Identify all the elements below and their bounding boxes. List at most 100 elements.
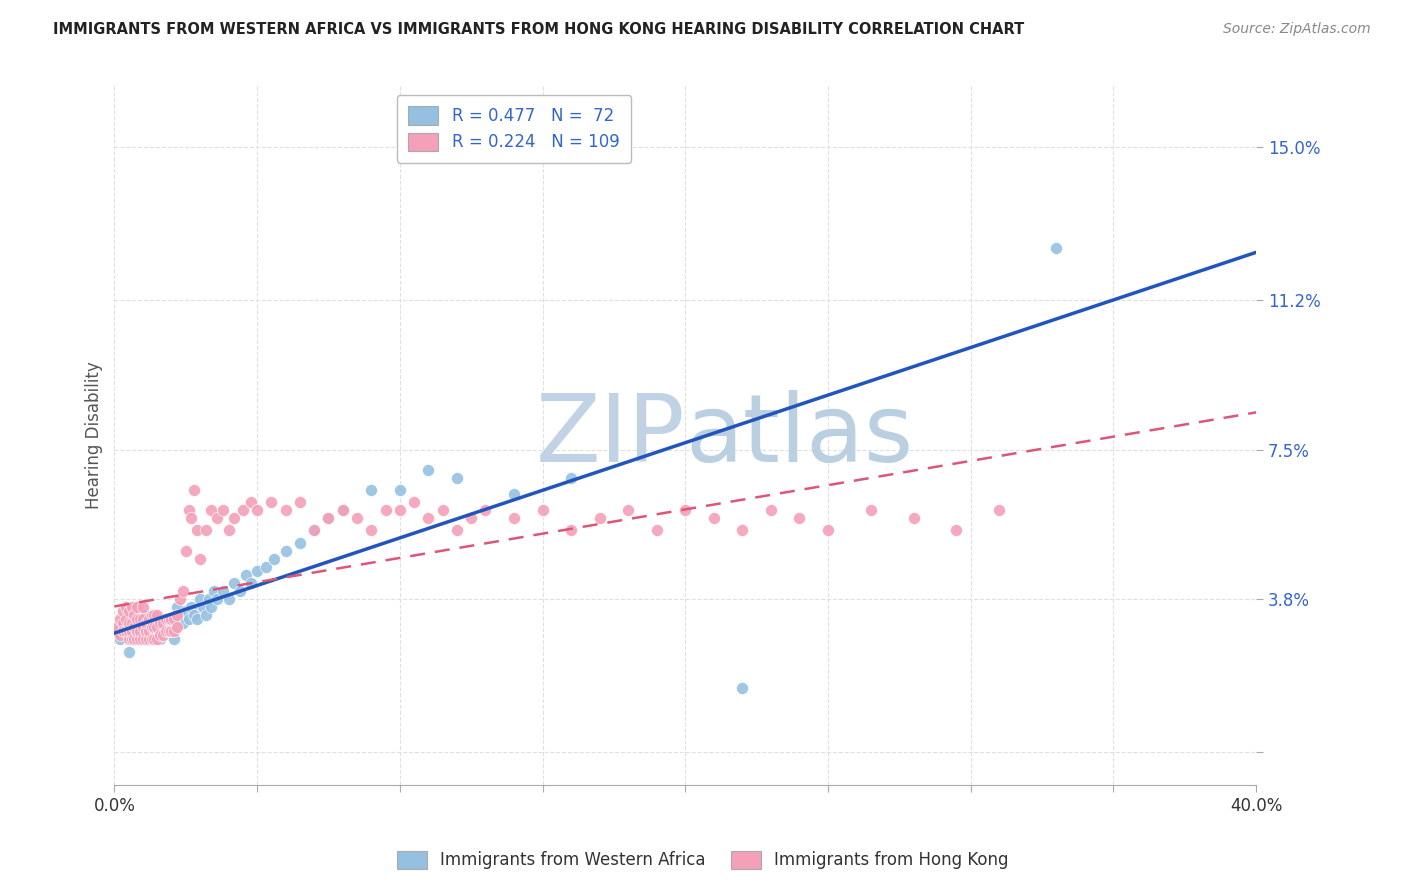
Point	[418, 511, 440, 525]
Point	[418, 463, 440, 477]
Point	[460, 511, 482, 525]
Point	[146, 628, 169, 642]
Point	[127, 612, 149, 626]
Point	[141, 608, 163, 623]
Point	[191, 600, 214, 615]
Point	[135, 616, 157, 631]
Point	[903, 511, 925, 525]
Point	[205, 511, 228, 525]
Point	[759, 503, 782, 517]
Point	[194, 524, 217, 538]
Point	[169, 592, 191, 607]
Point	[129, 632, 152, 647]
Point	[180, 511, 202, 525]
Point	[703, 511, 725, 525]
Point	[166, 612, 188, 626]
Point	[177, 503, 200, 517]
Point	[135, 620, 157, 634]
Point	[138, 612, 160, 626]
Point	[174, 604, 197, 618]
Point	[152, 628, 174, 642]
Point	[143, 632, 166, 647]
Point	[174, 543, 197, 558]
Point	[127, 612, 149, 626]
Point	[129, 632, 152, 647]
Point	[235, 567, 257, 582]
Point	[177, 612, 200, 626]
Point	[121, 608, 143, 623]
Point	[149, 620, 172, 634]
Point	[108, 632, 131, 647]
Point	[114, 600, 136, 615]
Point	[474, 503, 496, 517]
Point	[560, 471, 582, 485]
Point	[152, 616, 174, 631]
Point	[157, 620, 180, 634]
Point	[114, 624, 136, 639]
Point	[152, 616, 174, 631]
Point	[118, 624, 141, 639]
Point	[188, 592, 211, 607]
Point	[146, 608, 169, 623]
Point	[163, 612, 186, 626]
Point	[127, 624, 149, 639]
Point	[224, 575, 246, 590]
Point	[111, 604, 134, 618]
Point	[332, 503, 354, 517]
Point	[166, 608, 188, 623]
Point	[129, 612, 152, 626]
Point	[141, 632, 163, 647]
Point	[240, 575, 263, 590]
Point	[588, 511, 610, 525]
Point	[157, 624, 180, 639]
Point	[260, 495, 283, 509]
Point	[141, 632, 163, 647]
Point	[111, 616, 134, 631]
Point	[129, 624, 152, 639]
Point	[288, 535, 311, 549]
Point	[121, 616, 143, 631]
Point	[160, 624, 183, 639]
Point	[166, 620, 188, 634]
Point	[945, 524, 967, 538]
Point	[218, 524, 240, 538]
Point	[160, 624, 183, 639]
Point	[200, 600, 222, 615]
Point	[673, 503, 696, 517]
Point	[132, 600, 155, 615]
Legend: Immigrants from Western Africa, Immigrants from Hong Kong: Immigrants from Western Africa, Immigran…	[387, 840, 1019, 880]
Point	[121, 600, 143, 615]
Point	[132, 624, 155, 639]
Point	[224, 511, 246, 525]
Point	[263, 551, 285, 566]
Point	[360, 524, 382, 538]
Point	[105, 624, 128, 639]
Y-axis label: Hearing Disability: Hearing Disability	[86, 361, 103, 509]
Point	[121, 624, 143, 639]
Point	[789, 511, 811, 525]
Point	[141, 616, 163, 631]
Point	[645, 524, 668, 538]
Point	[124, 632, 146, 647]
Text: ZIP: ZIP	[536, 390, 685, 482]
Point	[118, 604, 141, 618]
Point	[155, 624, 177, 639]
Point	[124, 608, 146, 623]
Point	[149, 632, 172, 647]
Point	[188, 551, 211, 566]
Point	[212, 584, 235, 599]
Point	[160, 612, 183, 626]
Point	[288, 495, 311, 509]
Point	[1045, 241, 1067, 255]
Point	[446, 471, 468, 485]
Point	[232, 503, 254, 517]
Point	[212, 503, 235, 517]
Point	[172, 616, 194, 631]
Point	[302, 524, 325, 538]
Point	[197, 592, 219, 607]
Point	[135, 624, 157, 639]
Point	[135, 632, 157, 647]
Point	[146, 612, 169, 626]
Point	[172, 584, 194, 599]
Point	[127, 600, 149, 615]
